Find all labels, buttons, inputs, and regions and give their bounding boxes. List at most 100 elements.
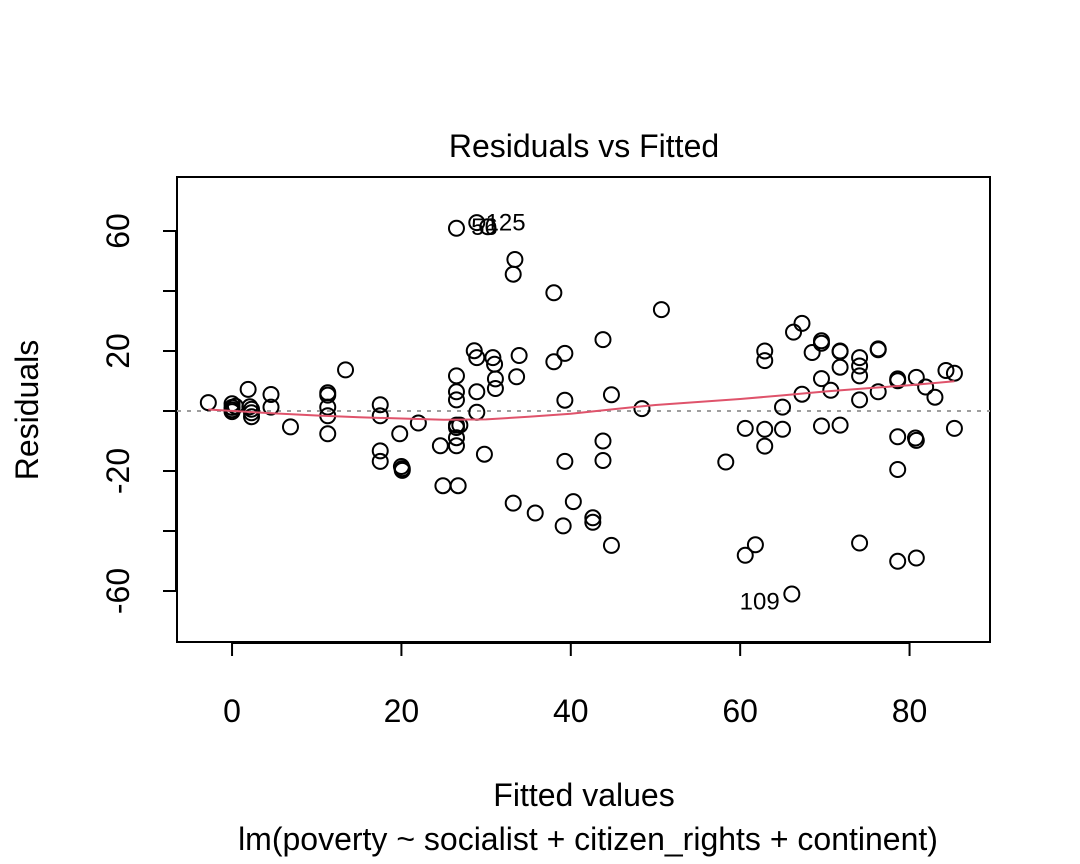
data-point (756, 342, 774, 360)
data-point (869, 383, 887, 401)
data-point (468, 383, 486, 401)
data-point (431, 437, 449, 455)
data-point (371, 442, 389, 460)
data-point (393, 461, 411, 479)
data-point (783, 585, 801, 603)
point-annotation-label: 125 (486, 210, 526, 237)
data-point (510, 347, 528, 364)
data-point (831, 358, 849, 376)
data-point (239, 380, 257, 398)
y-tick-label: -60 (100, 568, 136, 614)
data-point (793, 314, 811, 332)
data-point (468, 403, 486, 421)
data-point (812, 334, 830, 352)
data-point (199, 394, 217, 412)
data-point (831, 343, 849, 361)
axes: 0 20 40 60 80 -60 -20 20 60 (100, 213, 927, 729)
data-point (479, 218, 497, 236)
data-point (447, 437, 465, 455)
x-tick-label: 40 (553, 693, 589, 729)
data-point (447, 429, 465, 447)
data-point (937, 362, 955, 379)
data-point (851, 367, 869, 385)
data-point (851, 391, 869, 409)
data-point (556, 391, 574, 409)
data-point (371, 407, 389, 425)
data-point (736, 419, 754, 437)
data-point (907, 368, 925, 386)
data-point (486, 380, 504, 397)
data-point (554, 517, 572, 535)
data-point (594, 432, 612, 450)
data-point (594, 331, 612, 349)
data-point (602, 386, 620, 404)
y-tick-label: -20 (100, 448, 136, 494)
data-point (506, 251, 524, 268)
data-point (907, 549, 925, 567)
data-point (371, 452, 389, 470)
data-point (851, 357, 869, 375)
data-point (508, 368, 526, 386)
data-point (584, 513, 602, 531)
data-point (319, 386, 337, 404)
x-tick-label: 80 (892, 693, 928, 729)
data-point (281, 418, 299, 436)
data-point (907, 431, 925, 449)
y-tick-label: 20 (100, 333, 136, 369)
data-point (652, 301, 670, 319)
data-point (556, 344, 574, 362)
data-point (926, 388, 944, 406)
data-point (717, 453, 735, 471)
data-point (486, 370, 504, 388)
data-point (475, 445, 493, 463)
data-point (851, 534, 869, 552)
data-point (756, 437, 774, 455)
data-point (262, 386, 280, 403)
data-point (736, 546, 754, 564)
chart-subtitle: lm(poverty ~ socialist + citizen_rights … (238, 821, 938, 857)
data-point (869, 341, 887, 359)
chart-title: Residuals vs Fitted (449, 128, 719, 164)
data-point (526, 504, 544, 522)
x-tick-label: 60 (722, 693, 758, 729)
data-point (545, 284, 563, 302)
data-point (556, 452, 574, 470)
data-point (337, 361, 355, 379)
plot-frame (176, 176, 991, 643)
data-point (917, 378, 935, 396)
data-point (812, 417, 830, 435)
data-point (785, 323, 803, 341)
data-point (468, 214, 486, 232)
data-point (468, 349, 486, 367)
data-point (803, 344, 821, 361)
data-point (889, 461, 907, 478)
data-point (545, 353, 563, 371)
smooth-trend-line (208, 380, 955, 421)
data-point (504, 494, 522, 512)
data-point (504, 265, 522, 283)
data-point (434, 477, 452, 495)
point-annotation-label: 56 (471, 214, 498, 241)
x-tick-label: 20 (384, 693, 420, 729)
data-point (831, 416, 849, 434)
data-point (851, 349, 869, 367)
data-point (774, 420, 792, 438)
data-point (633, 400, 651, 418)
data-point (262, 398, 280, 416)
data-point (391, 425, 409, 443)
data-point (812, 370, 830, 388)
data-point (756, 420, 774, 438)
x-axis-label: Fitted values (493, 777, 674, 813)
data-point (447, 367, 465, 385)
data-point (319, 425, 337, 443)
data-point (243, 408, 261, 426)
data-point (319, 398, 337, 416)
data-point (889, 372, 907, 390)
y-axis-label: Residuals (9, 340, 45, 481)
data-point (756, 352, 774, 370)
data-point (584, 509, 602, 527)
data-points (199, 214, 963, 603)
data-point (746, 536, 764, 554)
